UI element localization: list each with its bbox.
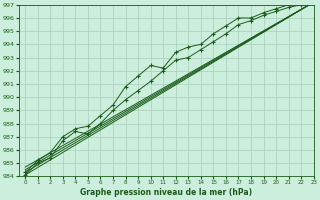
X-axis label: Graphe pression niveau de la mer (hPa): Graphe pression niveau de la mer (hPa) [80,188,252,197]
